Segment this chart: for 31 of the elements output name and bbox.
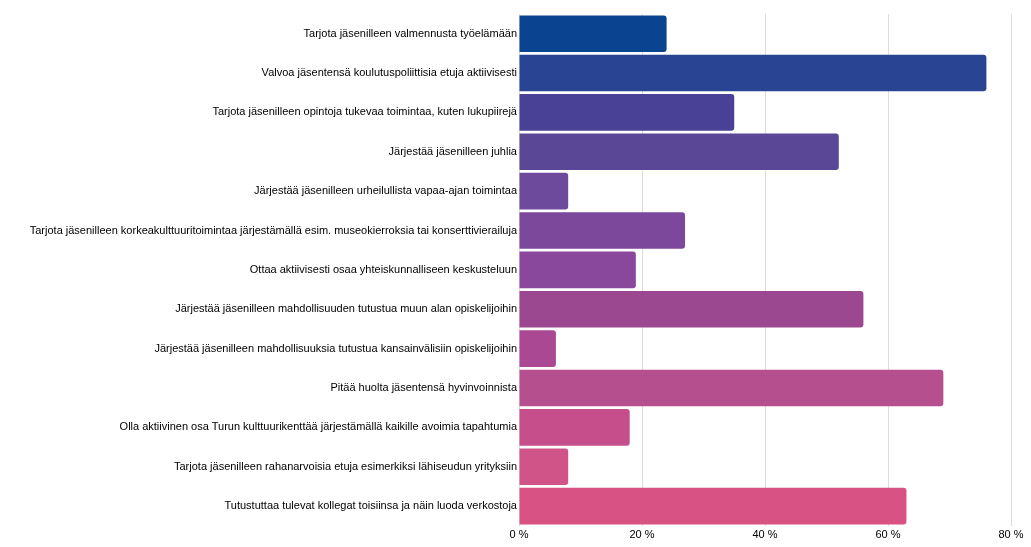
y-tick-label: Tarjota jäsenilleen rahanarvoisia etuja esimerkiksi lähiseudun yrityksiin bbox=[174, 459, 517, 472]
y-tick-label: Tarjota jäsenilleen valmennusta työelämään bbox=[303, 26, 517, 39]
bar bbox=[519, 251, 636, 289]
x-tick-label: 60 % bbox=[875, 528, 901, 541]
y-tick-label: Tarjota jäsenilleen korkeakulttuuritoimintaa järjestämällä esim. museokierroksia tai konserttivierailuja bbox=[29, 223, 518, 236]
y-tick-label: Tutustuttaa tulevat kollegat toisiinsa ja näin luoda verkostoja bbox=[224, 499, 518, 512]
y-tick-label: Järjestää jäsenilleen urheilullista vapaa-ajan toimintaa bbox=[254, 184, 518, 197]
bar bbox=[519, 94, 735, 131]
y-tick-label: Pitää huolta jäsentensä hyvinvoinnista bbox=[330, 381, 518, 394]
x-tick-label: 20 % bbox=[629, 528, 655, 541]
y-tick-label: Tarjota jäsenilleen opintoja tukevaa toimintaa, kuten lukupiirejä bbox=[212, 105, 518, 118]
bar bbox=[519, 212, 686, 249]
y-tick-label: Olla aktiivinen osa Turun kulttuurikenttää järjestämällä kaikille avoimia tapahtumia bbox=[119, 420, 518, 433]
bar bbox=[519, 448, 569, 486]
bar bbox=[519, 54, 987, 92]
bar bbox=[519, 487, 907, 525]
x-tick-label: 0 % bbox=[509, 528, 529, 541]
bar bbox=[519, 290, 864, 328]
bar bbox=[519, 330, 556, 367]
bar bbox=[519, 133, 839, 171]
y-tick-label: Järjestää jäsenilleen mahdollisuuden tutustua muun alan opiskelijoihin bbox=[175, 302, 517, 315]
y-tick-label: Järjestää jäsenilleen mahdollisuuksia tutustua kansainvälisiin opiskelijoihin bbox=[154, 341, 517, 354]
x-tick-label: 80 % bbox=[998, 528, 1024, 541]
y-tick-label: Järjestää jäsenilleen juhlia bbox=[388, 144, 518, 157]
y-tick-label: Valvoa jäsentensä koulutuspoliittisia etuja aktiivisesti bbox=[261, 66, 517, 79]
bar bbox=[519, 409, 630, 446]
bar bbox=[519, 369, 944, 407]
x-tick-label: 40 % bbox=[752, 528, 778, 541]
bar bbox=[519, 172, 569, 210]
y-tick-label: Ottaa aktiivisesti osaa yhteiskunnalliseen keskusteluun bbox=[249, 262, 517, 275]
bar bbox=[519, 15, 667, 52]
